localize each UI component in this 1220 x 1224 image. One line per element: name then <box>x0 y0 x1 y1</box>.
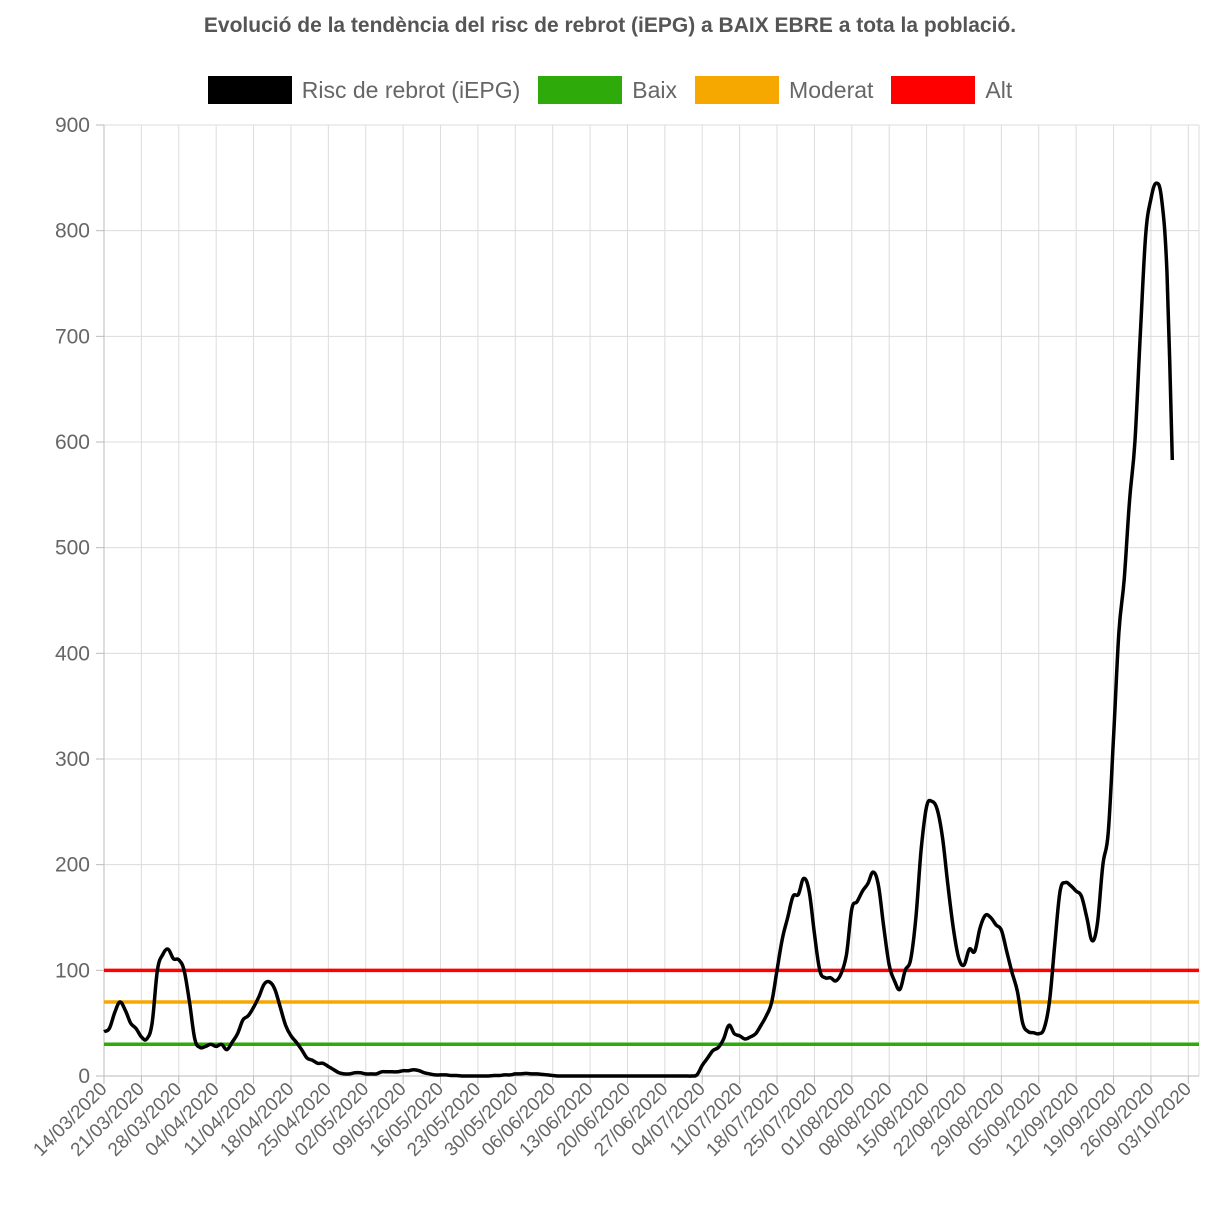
y-tick-label: 200 <box>55 854 90 877</box>
legend-swatch-baix <box>538 76 623 104</box>
y-tick-label: 300 <box>55 748 90 771</box>
y-tick-label: 800 <box>55 220 90 243</box>
legend-label-moderat: Moderat <box>789 76 874 103</box>
series-line-iepg <box>103 181 1175 1078</box>
series-lines <box>103 181 1175 1078</box>
threshold-lines <box>104 968 1199 1047</box>
x-axis-ticks: 14/03/202021/03/202028/03/202004/04/2020… <box>29 1079 1195 1161</box>
legend-item-moderat[interactable]: Moderat <box>695 76 873 104</box>
y-axis-ticks: 0 100 200 300 400 500 600 700 800 900 <box>55 114 90 1088</box>
legend: Risc de rebrot (iEPG) Baix Moderat Alt <box>0 76 1220 104</box>
y-tick-label: 700 <box>55 325 90 348</box>
legend-item-alt[interactable]: Alt <box>891 76 1012 104</box>
y-tick-label: 600 <box>55 431 90 454</box>
grid <box>103 124 1200 1077</box>
legend-label-baix: Baix <box>632 76 678 103</box>
legend-item-risc[interactable]: Risc de rebrot (iEPG) <box>207 76 521 104</box>
legend-swatch-risc <box>207 76 292 104</box>
legend-swatch-moderat <box>695 76 780 104</box>
chart-title: Evolució de la tendència del risc de reb… <box>203 14 1017 37</box>
y-tick-label: 0 <box>78 1065 90 1088</box>
legend-swatch-alt <box>891 76 976 104</box>
legend-label-risc: Risc de rebrot (iEPG) <box>301 76 521 103</box>
y-tick-label: 900 <box>55 114 90 137</box>
legend-label-alt: Alt <box>985 76 1013 103</box>
y-tick-label: 400 <box>55 642 90 665</box>
axes <box>96 124 1199 1084</box>
legend-item-baix[interactable]: Baix <box>538 76 677 104</box>
y-tick-label: 100 <box>55 959 90 982</box>
y-tick-label: 500 <box>55 537 90 560</box>
